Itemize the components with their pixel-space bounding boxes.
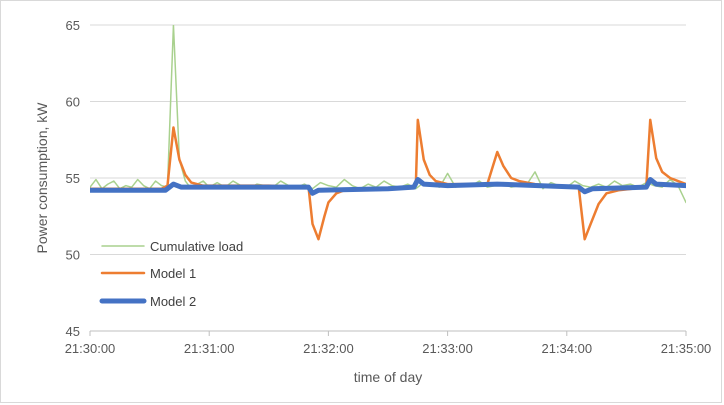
series-line-2 xyxy=(90,118,686,241)
y-axis: 45 50 55 60 65 xyxy=(66,18,80,339)
series-lines xyxy=(90,25,686,241)
legend-label: Cumulative load xyxy=(150,239,243,254)
x-tick-label: 21:30:00 xyxy=(65,341,116,356)
x-axis: 21:30:00 21:31:00 21:32:00 21:33:00 21:34:00… xyxy=(65,330,712,356)
legend: Cumulative load Model 1 Model 2 xyxy=(99,239,243,309)
series-line-1 xyxy=(90,25,686,204)
y-tick-label: 55 xyxy=(66,171,80,186)
y-tick-label: 60 xyxy=(66,95,80,110)
x-axis-title: time of day xyxy=(354,369,422,385)
x-tick-label: 21:34:00 xyxy=(541,341,592,356)
series-line-3 xyxy=(90,177,686,196)
x-tick-label: 21:31:00 xyxy=(184,341,235,356)
y-axis-title: Power consumption, kW xyxy=(34,102,50,254)
x-tick-label: 21:33:00 xyxy=(422,341,473,356)
gridlines xyxy=(90,24,686,255)
y-tick-label: 65 xyxy=(66,18,80,33)
legend-label: Model 2 xyxy=(150,294,196,309)
y-tick-label: 50 xyxy=(66,248,80,263)
x-tick-label: 21:35:00 xyxy=(661,341,712,356)
y-tick-label: 45 xyxy=(66,324,80,339)
legend-label: Model 1 xyxy=(150,266,196,281)
x-tick-label: 21:32:00 xyxy=(303,341,354,356)
